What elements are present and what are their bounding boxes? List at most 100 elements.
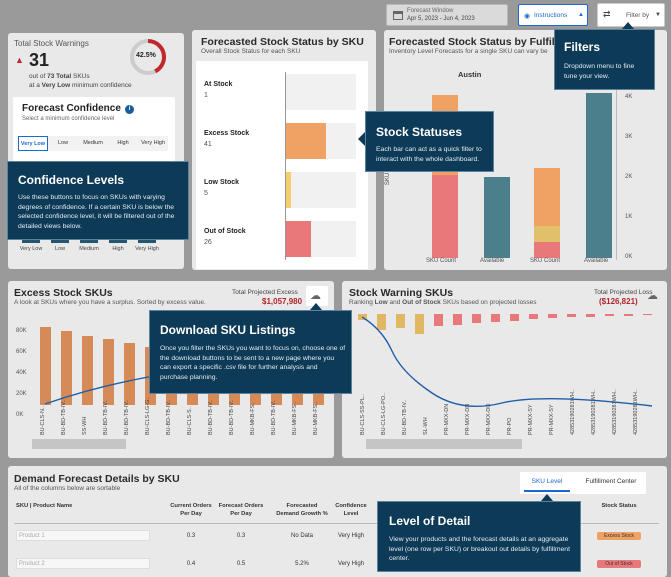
excess-bar[interactable]	[40, 327, 51, 405]
fulfillment-subtitle: Inventory Level Forecasts for a single S…	[389, 48, 548, 55]
confidence-buttons: Very Low Low Medium High Very High	[18, 136, 170, 152]
table-header[interactable]: Forecast Orders Per Day	[218, 503, 264, 517]
confidence-button-very-high[interactable]: Very High	[138, 136, 168, 151]
statuses-overlay: Stock Statuses Each bar can act as a qui…	[365, 111, 494, 172]
warning-bar[interactable]	[643, 314, 652, 315]
instructions-label: Instructions	[534, 12, 568, 19]
table-header[interactable]: Confidence Level	[335, 503, 367, 517]
warning-triangle-icon: ▲	[15, 55, 24, 65]
confidence-chip-label-4: Very High	[135, 246, 159, 252]
warning-bar[interactable]	[548, 314, 557, 318]
excess-bar[interactable]	[82, 336, 93, 405]
excess-bar[interactable]	[61, 331, 72, 405]
table-cell: 5.2%	[295, 561, 309, 567]
status-value: 1	[204, 92, 208, 99]
warnings-ring	[130, 39, 166, 75]
warning-bar[interactable]	[415, 314, 424, 334]
status-axis	[285, 72, 286, 260]
table-header[interactable]: Current Orders Per Day	[170, 503, 212, 517]
warning-bar[interactable]	[529, 314, 538, 319]
status-bar-at-stock[interactable]	[286, 74, 288, 110]
excess-y-tick: 0K	[16, 412, 24, 418]
fulfillment-bar-austin-available[interactable]	[484, 177, 510, 258]
warning-bar[interactable]	[377, 314, 386, 330]
tab-sku-level[interactable]: SKU Level	[524, 475, 570, 492]
status-bar-out-of-stock[interactable]	[286, 221, 311, 257]
confidence-overlay-body: Use these buttons to focus on SKUs with …	[18, 194, 175, 230]
detail-overlay-title: Level of Detail	[389, 514, 471, 528]
warnings-pct: 42.5%	[136, 52, 156, 59]
status-bar-track[interactable]	[286, 172, 356, 208]
confidence-card: Forecast Confidence i Select a minimum c…	[13, 97, 175, 161]
warning-bar[interactable]	[605, 314, 614, 316]
fulfillment-x-label: Available	[584, 258, 609, 264]
confidence-button-low[interactable]: Low	[48, 136, 78, 151]
tab-fulfillment-center[interactable]: Fulfillment Center	[585, 478, 637, 485]
forecast-window-label: Forecast Window	[407, 8, 454, 14]
fulfillment-bar-available[interactable]	[586, 93, 612, 258]
warning-bar[interactable]	[510, 314, 519, 321]
status-bar-excess-stock[interactable]	[286, 123, 326, 159]
download-overlay-title: Download SKU Listings	[160, 323, 296, 337]
stock-status-card: At Stock 1 Excess Stock 41 Low Stock 5 Out of …	[196, 61, 368, 269]
status-bar-track[interactable]	[286, 74, 356, 110]
status-badge: Out of Stock	[597, 560, 641, 568]
warning-bar[interactable]	[624, 314, 633, 316]
fulfillment-x-label: SKU Count	[530, 258, 561, 264]
warnings-count: 31	[29, 50, 50, 70]
status-value: 41	[204, 141, 212, 148]
confidence-button-high[interactable]: High	[108, 136, 138, 151]
confidence-button-very-low[interactable]: Very Low	[18, 136, 48, 151]
cloud-download-icon[interactable]: ☁	[647, 290, 658, 302]
confidence-chip-label-3: High	[112, 246, 124, 252]
warnings-line1: out of 73 Total SKUs	[29, 73, 90, 80]
confidence-button-medium[interactable]: Medium	[78, 136, 108, 151]
warning-bar[interactable]	[434, 314, 443, 326]
info-icon[interactable]: i	[125, 105, 134, 114]
excess-bar[interactable]	[103, 339, 114, 405]
table-header[interactable]: Forecasted Demand Growth %	[276, 503, 328, 517]
instructions-button[interactable]: ◉ Instructions ▲	[518, 4, 588, 26]
calendar-icon	[393, 11, 403, 20]
table-header[interactable]: Stock Status	[601, 503, 637, 509]
fulfillment-right-tick: 2K	[625, 174, 633, 180]
excess-scrollbar[interactable]	[32, 439, 126, 449]
product-name: Product 1	[19, 533, 45, 539]
statuses-overlay-arrow	[358, 132, 365, 146]
warning-bar[interactable]	[453, 314, 462, 325]
fulfillment-bar-sku-low[interactable]	[534, 226, 560, 242]
warning-bar[interactable]	[472, 314, 481, 323]
cloud-download-icon: ☁	[310, 290, 321, 302]
warning-total-value: ($126,821)	[599, 297, 638, 306]
warning-bar[interactable]	[396, 314, 405, 328]
warning-bar[interactable]	[586, 314, 595, 317]
caret-up-icon: ▲	[578, 12, 584, 18]
filter-by-label: Filter by	[626, 12, 650, 19]
table-cell: No Data	[290, 533, 313, 539]
fulfillment-location: Austin	[458, 70, 482, 79]
excess-total-value: $1,057,980	[262, 297, 303, 306]
status-value: 5	[204, 190, 208, 197]
confidence-overlay: Confidence Levels Use these buttons to f…	[7, 161, 189, 240]
status-bar-low-stock[interactable]	[286, 172, 291, 208]
excess-y-tick: 20K	[16, 391, 27, 397]
forecast-window-box[interactable]: Forecast Window Apr 5, 2023 - Jun 4, 202…	[386, 4, 508, 26]
table-header[interactable]: SKU | Product Name	[16, 503, 73, 509]
fulfillment-divider	[616, 78, 617, 260]
excess-download-button[interactable]: ☁	[306, 286, 328, 306]
confidence-chip-label-2: Medium	[79, 246, 99, 252]
excess-title: Excess Stock SKUs	[14, 287, 113, 299]
warning-scrollbar[interactable]	[366, 439, 522, 449]
demand-subtitle: All of the columns below are sortable	[14, 485, 121, 492]
confidence-title: Forecast Confidence	[22, 103, 121, 114]
fulfillment-bar-sku-out[interactable]	[534, 242, 560, 258]
eye-icon: ◉	[524, 13, 531, 20]
fulfillment-title: Forecasted Stock Status by Fulfillm	[389, 36, 567, 48]
confidence-overlay-title: Confidence Levels	[18, 173, 125, 187]
excess-bar[interactable]	[124, 343, 135, 405]
table-divider	[14, 523, 659, 524]
warning-bar[interactable]	[491, 314, 500, 322]
warning-bar[interactable]	[567, 314, 576, 317]
excess-subtitle: A look at SKUs where you have a surplus.…	[14, 299, 206, 306]
caret-down-icon: ▼	[655, 12, 661, 18]
